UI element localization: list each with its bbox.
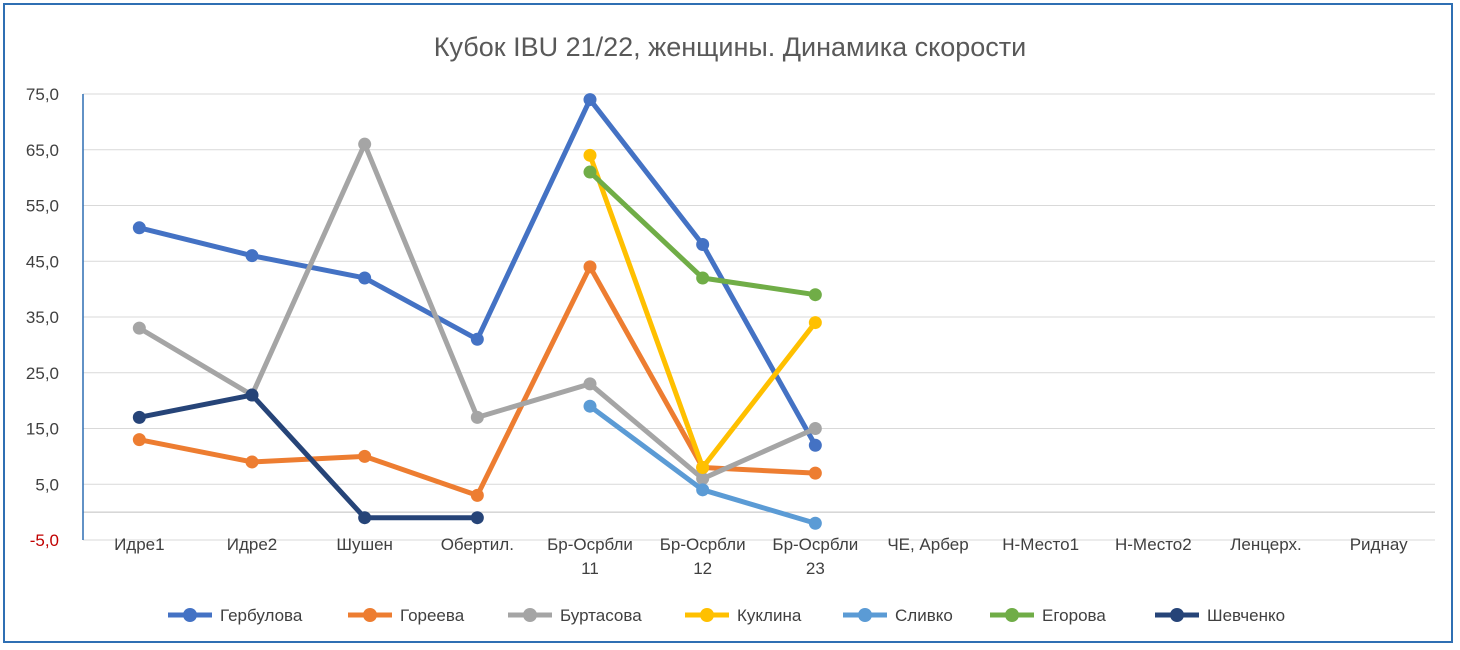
data-point <box>358 449 372 463</box>
data-point <box>696 238 710 252</box>
data-point <box>470 332 484 346</box>
series-line <box>136 264 818 498</box>
legend-swatch-marker <box>523 608 537 622</box>
data-point <box>245 249 259 263</box>
data-point <box>696 483 710 497</box>
series-7 <box>132 388 484 525</box>
data-point <box>696 461 710 475</box>
data-point <box>470 488 484 502</box>
series-line <box>136 392 480 521</box>
gridlines <box>83 93 1435 541</box>
y-tick-label: 75,0 <box>26 85 59 104</box>
legend-label: Егорова <box>1042 606 1106 625</box>
data-point <box>808 438 822 452</box>
x-tick-label: Бр-Осрбли 12 <box>660 535 746 578</box>
series-lines <box>132 93 822 530</box>
data-point <box>808 288 822 302</box>
data-point <box>132 321 146 335</box>
chart-frame: Кубок IBU 21/22, женщины. Динамика скоро… <box>3 3 1453 643</box>
data-point <box>808 316 822 330</box>
legend-entry: Шевченко <box>1155 606 1285 625</box>
data-point <box>583 93 597 107</box>
legend-swatch-marker <box>363 608 377 622</box>
data-point <box>245 455 259 469</box>
y-tick-label: 45,0 <box>26 252 59 271</box>
x-tick-label: Идре1 <box>114 535 165 554</box>
legend-label: Гербулова <box>220 606 303 625</box>
legend-swatch-marker <box>183 608 197 622</box>
series-3 <box>132 137 822 486</box>
y-tick-label: 65,0 <box>26 141 59 160</box>
data-point <box>470 511 484 525</box>
data-point <box>358 511 372 525</box>
x-tick-label: Н-Место1 <box>1002 535 1079 554</box>
legend-label: Шевченко <box>1207 606 1285 625</box>
x-tick-label: Шушен <box>336 535 393 554</box>
legend-entry: Гербулова <box>168 606 303 625</box>
data-point <box>358 271 372 285</box>
x-tick-label: Обертил. <box>441 535 514 554</box>
axes: 75,0 65,0 55,0 45,0 35,0 25,0 15,0 5,0 -5,0 Идре1… <box>26 85 1435 578</box>
y-tick-label: 5,0 <box>35 475 59 494</box>
y-tick-label: 15,0 <box>26 420 59 439</box>
data-point <box>696 472 710 486</box>
legend-entry: Сливко <box>843 606 953 625</box>
legend-label: Куклина <box>737 606 802 625</box>
legend-entry: Буртасова <box>508 606 642 625</box>
series-line <box>136 97 818 448</box>
x-tick-label: ЧЕ, Арбер <box>887 535 968 554</box>
data-point <box>470 410 484 424</box>
data-point <box>245 388 259 402</box>
series-4 <box>583 148 822 475</box>
series-6 <box>583 165 822 302</box>
x-tick-label: Идре2 <box>227 535 278 554</box>
data-point <box>358 137 372 151</box>
x-tick-label: Риднау <box>1350 535 1408 554</box>
x-tick-label: Ленцерх. <box>1230 535 1302 554</box>
data-point <box>696 271 710 285</box>
legend-entry: Егорова <box>990 606 1106 625</box>
legend-label: Буртасова <box>560 606 642 625</box>
legend-swatch-marker <box>1170 608 1184 622</box>
legend: Гербулова Гореева Буртасова Куклина Сливко Ег… <box>168 606 1285 625</box>
legend-swatch-marker <box>1005 608 1019 622</box>
legend-label: Гореева <box>400 606 465 625</box>
legend-swatch-marker <box>700 608 714 622</box>
y-tick-label: 35,0 <box>26 308 59 327</box>
series-1 <box>132 93 822 452</box>
series-2 <box>132 260 822 502</box>
legend-entry: Куклина <box>685 606 802 625</box>
y-tick-label: -5,0 <box>30 531 59 550</box>
data-point <box>808 422 822 435</box>
x-tick-label: Бр-Осрбли 23 <box>772 535 858 578</box>
data-point <box>583 165 597 179</box>
data-point <box>132 433 146 447</box>
data-point <box>583 260 597 274</box>
chart-title: Кубок IBU 21/22, женщины. Динамика скоро… <box>434 32 1026 62</box>
data-point <box>583 377 597 391</box>
y-tick-label: 55,0 <box>26 197 59 216</box>
legend-swatch-marker <box>858 608 872 622</box>
data-point <box>132 221 146 235</box>
legend-label: Сливко <box>895 606 953 625</box>
data-point <box>583 148 597 162</box>
data-point <box>132 410 146 424</box>
y-tick-label: 25,0 <box>26 364 59 383</box>
data-point <box>808 466 822 480</box>
legend-entry: Гореева <box>348 606 465 625</box>
data-point <box>808 516 822 530</box>
x-tick-label: Н-Место2 <box>1115 535 1192 554</box>
line-chart: Кубок IBU 21/22, женщины. Динамика скоро… <box>26 32 1435 625</box>
x-tick-label: Бр-Осрбли 11 <box>547 535 633 578</box>
series-5 <box>583 399 822 530</box>
data-point <box>583 399 597 413</box>
